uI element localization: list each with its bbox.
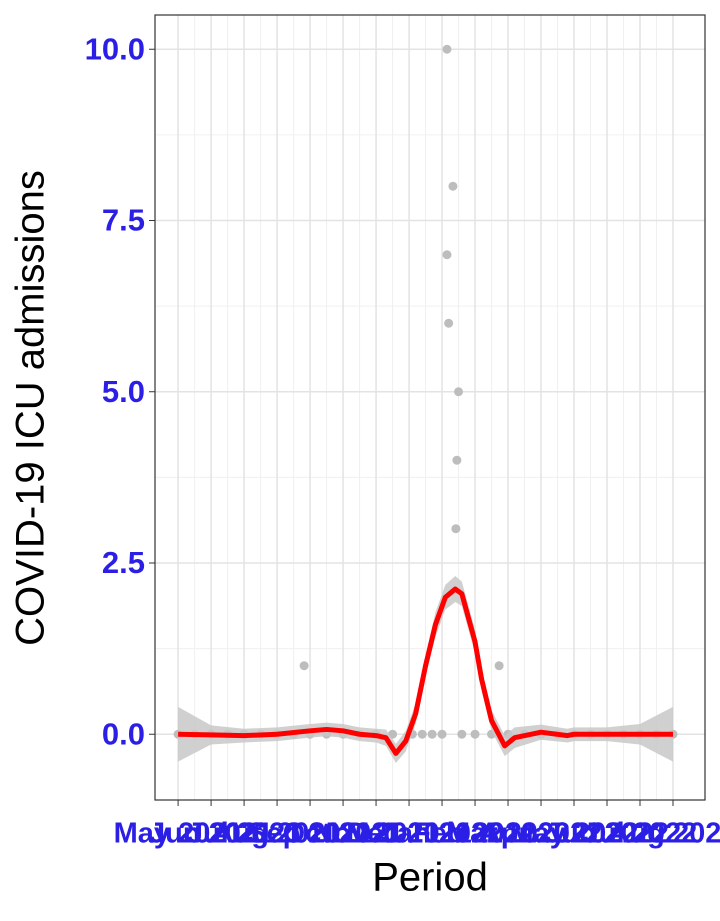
x-tick-label: May 2021: [114, 818, 243, 850]
x-axis-title: Period: [372, 856, 488, 900]
point: [454, 387, 464, 397]
point: [470, 729, 480, 739]
x-tick-label: Aug 2021: [213, 818, 342, 850]
x-tick-label: Apr 2022: [480, 818, 603, 850]
x-tick-label: Sep 2021: [247, 818, 373, 850]
point: [299, 661, 309, 671]
y-tick-label: 0.0: [102, 716, 145, 751]
y-tick-label: 10.0: [85, 31, 145, 66]
point: [444, 318, 454, 328]
plot-border: [154, 14, 706, 801]
x-tick-label: Nov 2021: [312, 818, 439, 850]
plot-background: [155, 15, 705, 800]
x-tick-label: Jul 2021: [187, 818, 301, 850]
x-tick-label: May 2022: [510, 818, 639, 850]
point: [437, 729, 447, 739]
y-tick-label: 2.5: [102, 545, 145, 580]
point: [442, 44, 452, 54]
y-tick-label: 5.0: [102, 374, 145, 409]
y-tick-label: 7.5: [102, 203, 145, 238]
x-tick-label: Jul 2022: [583, 818, 697, 850]
x-tick-label: Jan 2022: [381, 818, 504, 850]
point: [494, 661, 504, 671]
x-tick-label: Jun 2021: [149, 818, 273, 850]
point: [457, 729, 467, 739]
point: [451, 524, 461, 534]
y-axis-title: COVID-19 ICU admissions: [9, 170, 53, 646]
x-tick-label: Aug 2022: [609, 818, 720, 850]
point: [448, 181, 458, 191]
x-tick-label: Dec 2021: [346, 818, 472, 850]
point: [427, 729, 437, 739]
point: [442, 250, 452, 260]
x-tick-label: Jun 2022: [545, 818, 669, 850]
point: [417, 729, 427, 739]
point: [452, 455, 462, 465]
x-tick-label: Feb 2022: [413, 818, 537, 850]
smooth-line: [178, 586, 673, 756]
x-tick-label: Mar 2022: [446, 818, 570, 850]
x-tick-label: Oct 2021: [283, 818, 404, 850]
